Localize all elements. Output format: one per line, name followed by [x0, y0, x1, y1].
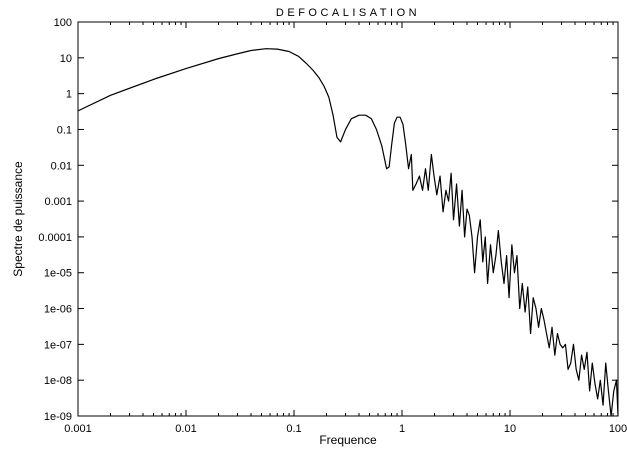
y-tick-label: 0.001 — [44, 196, 72, 208]
y-tick-label: 1e-07 — [44, 339, 72, 351]
x-tick-label: 100 — [609, 423, 627, 435]
y-tick-label: 1e-09 — [44, 411, 72, 423]
plot-frame — [77, 21, 619, 417]
y-tick-label: 0.0001 — [38, 232, 72, 244]
x-tick-label: 10 — [504, 423, 516, 435]
series-layer — [77, 48, 619, 417]
y-tick-label: 100 — [54, 17, 72, 29]
y-tick-label: 1e-06 — [44, 304, 72, 316]
tick-labels-layer: 0.001 0.01 0.1 1 10 100 100 10 1 0.1 0.01 0.001 0.00… — [38, 17, 627, 435]
x-tick-label: 0.001 — [64, 423, 92, 435]
x-tick-label: 0.01 — [175, 423, 196, 435]
y-tick-label: 1e-08 — [44, 375, 72, 387]
y-tick-label: 10 — [60, 53, 72, 65]
x-tick-label: 1 — [399, 423, 405, 435]
series-line — [77, 48, 619, 417]
x-tick-label: 0.1 — [286, 423, 301, 435]
y-tick-label: 0.1 — [57, 124, 72, 136]
chart-title: DEFOCALISATION — [276, 7, 420, 19]
ticks-layer — [77, 21, 619, 417]
y-tick-label: 0.01 — [51, 160, 72, 172]
y-tick-label: 1e-05 — [44, 268, 72, 280]
y-axis-label: Spectre de puissance — [11, 161, 25, 277]
y-tick-label: 1 — [66, 89, 72, 101]
x-axis-label: Frequence — [319, 433, 377, 447]
